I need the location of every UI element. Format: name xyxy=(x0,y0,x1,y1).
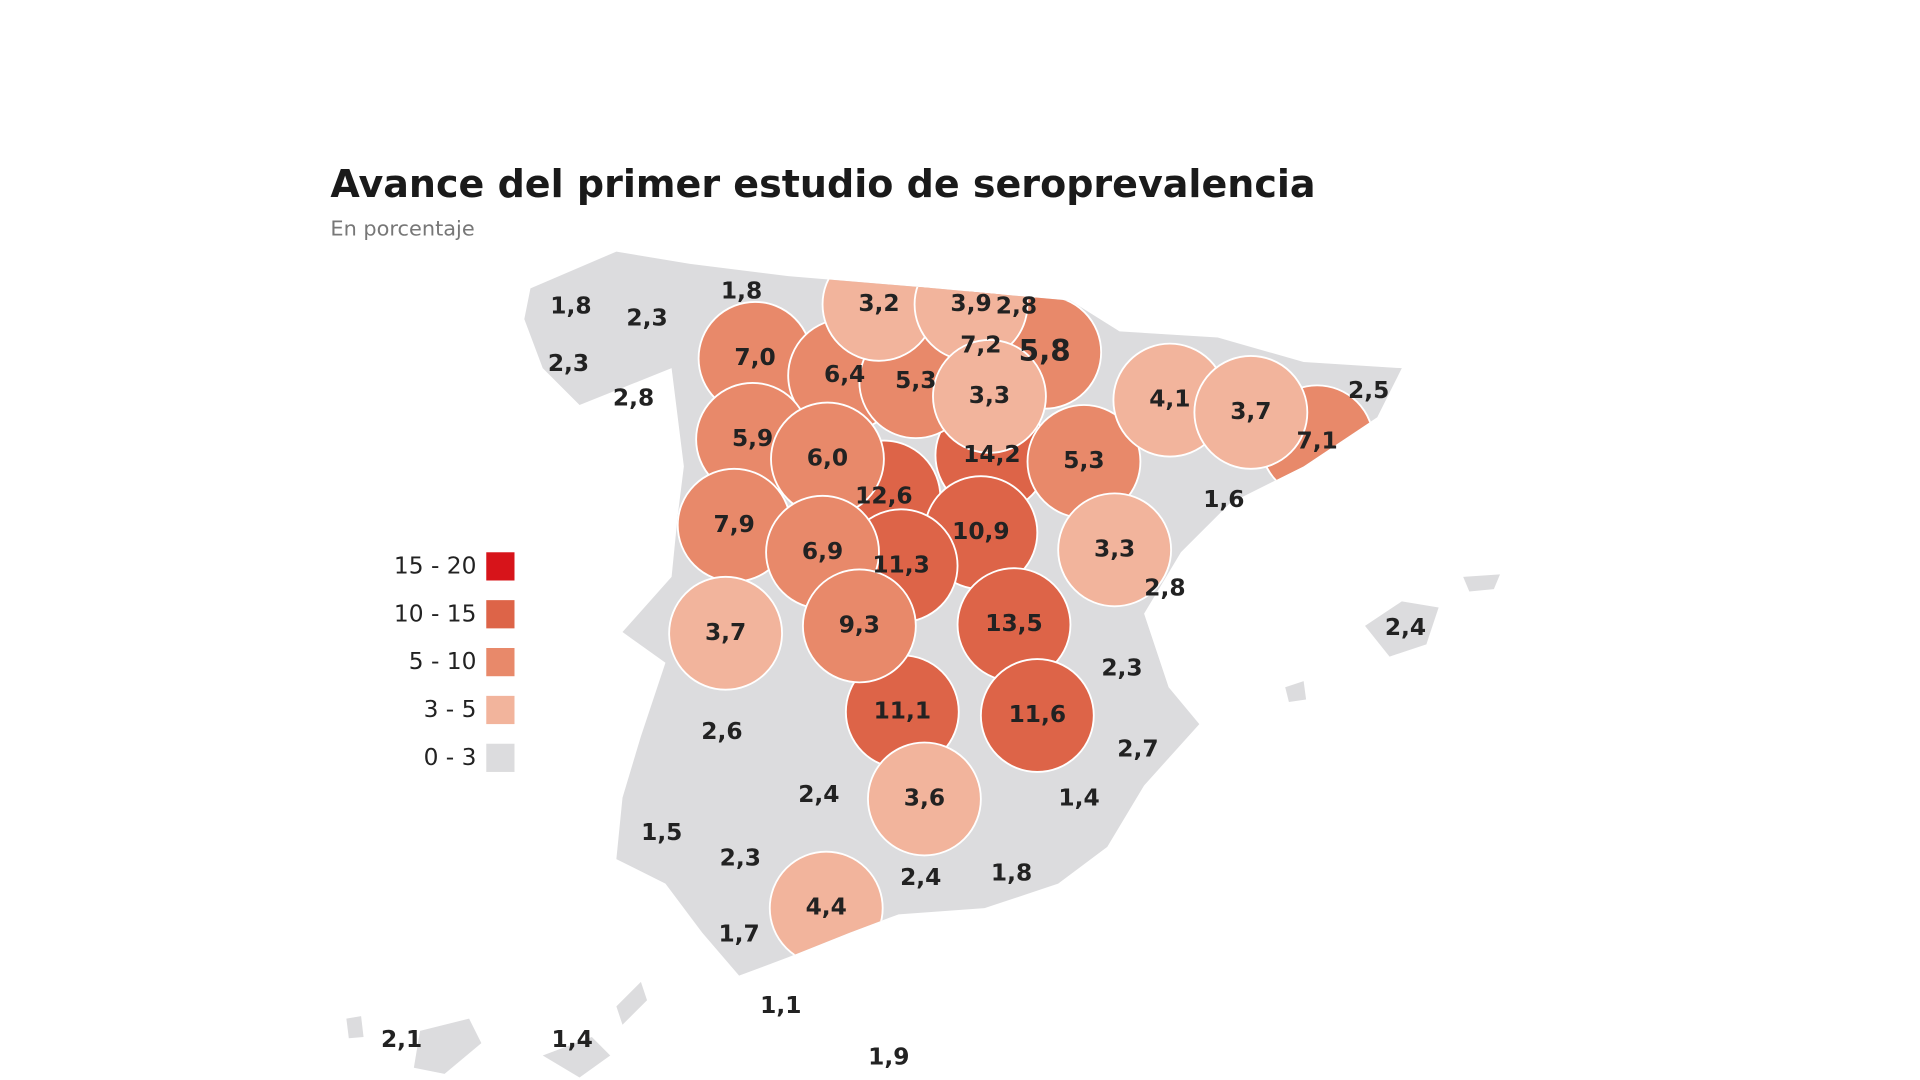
region-shape xyxy=(668,575,783,691)
region-label: 6,9 xyxy=(802,538,843,565)
region-label: 5,3 xyxy=(895,367,936,394)
region-shape xyxy=(1193,354,1309,470)
region-label: 7,0 xyxy=(734,344,775,371)
region-label: 2,4 xyxy=(900,864,941,891)
region-label: 3,2 xyxy=(858,290,899,317)
region-label: 7,9 xyxy=(714,511,755,538)
region-label: 11,3 xyxy=(872,551,929,578)
region-label: 1,1 xyxy=(760,992,801,1019)
region-label: 2,5 xyxy=(1348,377,1389,404)
region-label: 1,4 xyxy=(1058,784,1099,811)
title: Avance del primer estudio de seroprevale… xyxy=(330,162,1315,206)
legend: 15 - 20 10 - 15 5 - 10 3 - 5 0 - 3 xyxy=(394,552,515,772)
region-shape xyxy=(801,568,917,684)
region-label: 3,6 xyxy=(904,784,945,811)
subtitle: En porcentaje xyxy=(330,217,474,241)
island xyxy=(542,1037,611,1078)
region-label: 3,7 xyxy=(705,619,746,646)
legend-label: 0 - 3 xyxy=(424,744,477,771)
region-label: 2,3 xyxy=(1101,654,1142,681)
legend-swatch xyxy=(486,743,515,772)
region-shape xyxy=(1057,492,1173,608)
region-label: 2,1 xyxy=(381,1026,422,1053)
region-label: 1,8 xyxy=(550,292,591,319)
region-label: 7,1 xyxy=(1296,427,1337,454)
region-shape xyxy=(932,339,1047,454)
island xyxy=(413,1018,482,1074)
region-label: 5,8 xyxy=(1019,334,1071,368)
region-label: 14,2 xyxy=(963,441,1020,468)
region-label: 3,9 xyxy=(950,290,991,317)
region-label: 12,6 xyxy=(855,483,912,510)
region-label: 4,4 xyxy=(806,894,847,921)
region-label: 3,3 xyxy=(1094,535,1135,562)
legend-swatch xyxy=(486,648,515,677)
island xyxy=(1285,681,1307,702)
region-label: 9,3 xyxy=(839,611,880,638)
region-label: 1,7 xyxy=(718,921,759,948)
region-label: 2,3 xyxy=(720,845,761,872)
region-label: 2,6 xyxy=(701,718,742,745)
legend-label: 10 - 15 xyxy=(394,600,477,627)
legend-swatch xyxy=(486,695,515,725)
region-shapes xyxy=(668,251,1375,966)
region-label: 7,2 xyxy=(960,332,1001,359)
region-label: 2,4 xyxy=(1385,614,1426,641)
region-label: 2,3 xyxy=(626,305,667,332)
region-label: 11,6 xyxy=(1009,701,1066,728)
region-label: 2,8 xyxy=(996,292,1037,319)
region-label: 1,4 xyxy=(552,1026,593,1053)
legend-swatch xyxy=(486,600,515,629)
region-label: 11,1 xyxy=(874,697,931,724)
region-label: 2,8 xyxy=(1144,575,1185,602)
island xyxy=(1365,601,1439,657)
region-label: 5,3 xyxy=(1063,447,1104,474)
region-label: 1,8 xyxy=(991,859,1032,886)
legend-swatch xyxy=(486,552,515,581)
region-label: 1,9 xyxy=(868,1043,909,1070)
region-label: 5,9 xyxy=(732,425,773,452)
region-label: 6,0 xyxy=(807,445,848,472)
region-label: 2,8 xyxy=(613,384,654,411)
region-label: 1,5 xyxy=(641,819,682,846)
region-label: 1,6 xyxy=(1203,486,1244,513)
region-label: 6,4 xyxy=(824,361,865,388)
region-label: 3,3 xyxy=(969,382,1010,409)
region-label: 10,9 xyxy=(952,518,1009,545)
region-label: 1,8 xyxy=(721,278,762,305)
region-shape xyxy=(867,741,982,857)
legend-label: 15 - 20 xyxy=(394,553,477,580)
region-labels: 1,8 2,31,8 3,2 3,9 2,87,2 5,82,32,87,06,4 5,33… xyxy=(381,278,1426,1071)
legend-label: 5 - 10 xyxy=(409,648,477,675)
region-label: 13,5 xyxy=(985,610,1042,637)
island xyxy=(1463,574,1500,592)
island xyxy=(346,1016,364,1039)
island xyxy=(616,981,648,1025)
region-shape xyxy=(979,658,1095,773)
region-label: 4,1 xyxy=(1149,386,1190,413)
legend-label: 3 - 5 xyxy=(424,696,477,723)
region-label: 2,7 xyxy=(1117,735,1158,762)
region-label: 2,3 xyxy=(548,350,589,377)
region-label: 2,4 xyxy=(798,781,839,808)
region-label: 3,7 xyxy=(1230,398,1271,425)
